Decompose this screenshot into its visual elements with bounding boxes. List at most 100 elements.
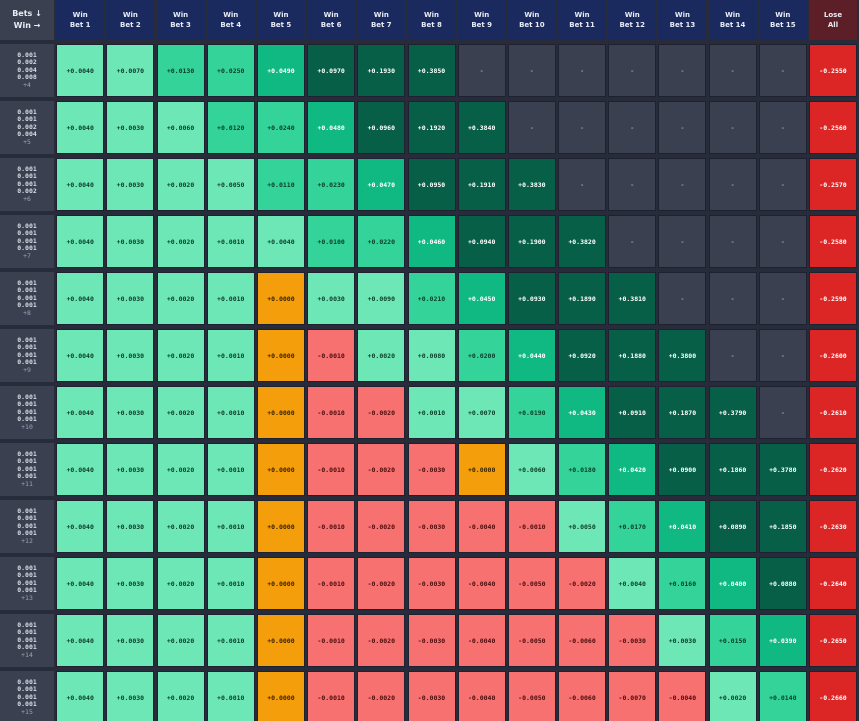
payout-cell: +0.0040 (56, 215, 105, 268)
payout-cell: +0.0020 (708, 671, 757, 721)
payout-cell: +0.1930 (357, 44, 406, 97)
payout-cell: - (558, 158, 607, 211)
column-header: Win Bet 3 (156, 0, 205, 40)
row-bet-value: 0.001 (17, 221, 37, 230)
payout-cell: +0.0480 (307, 101, 356, 154)
payout-cell: +0.0020 (357, 329, 406, 382)
row-bet-value: 0.001 (17, 343, 37, 352)
payout-cell: +0.0000 (256, 272, 305, 325)
column-header-line2: Bet 8 (421, 21, 442, 29)
payout-cell: - (758, 158, 807, 211)
payout-cell: +0.0420 (608, 443, 657, 496)
payout-cell: -0.0060 (558, 614, 607, 667)
payout-cell: +0.0020 (156, 329, 205, 382)
payout-cell: +0.0430 (558, 386, 607, 439)
payout-cell: - (658, 158, 707, 211)
column-header-line1: Win (574, 11, 590, 19)
column-header-line1: Lose (823, 11, 843, 19)
payout-cell: -0.0030 (407, 671, 456, 721)
row-bet-value: 0.008 (17, 73, 37, 82)
row-bet-value: 0.001 (17, 50, 37, 59)
column-header: Win Bet 8 (407, 0, 456, 40)
payout-cell: +0.0130 (156, 44, 205, 97)
column-header-line1: Win (674, 11, 690, 19)
column-header-line1: Win (524, 11, 540, 19)
payout-cell: +0.0010 (206, 215, 255, 268)
payout-cell: -0.0040 (658, 671, 707, 721)
row-label: 0.001 0.001 0.002 0.004 +5 (0, 101, 54, 154)
payout-cell: -0.0050 (507, 671, 556, 721)
row-bet-value: 0.001 (17, 278, 37, 287)
payout-cell: - (507, 101, 556, 154)
column-header: Win Bet 12 (608, 0, 657, 40)
row-bet-value: 0.001 (17, 301, 37, 310)
column-header: Win Bet 7 (357, 0, 406, 40)
column-header-line1: Win (423, 11, 440, 19)
payout-cell: +0.0010 (206, 443, 255, 496)
row-bet-value: 0.001 (17, 358, 37, 367)
payout-cell: - (758, 386, 807, 439)
payout-cell: - (758, 101, 807, 154)
payout-cell: +0.0000 (256, 614, 305, 667)
column-header: Win Bet 13 (658, 0, 707, 40)
payout-cell: +0.0890 (708, 500, 757, 553)
payout-cell: - (608, 158, 657, 211)
column-header-line1: Win (624, 11, 640, 19)
column-header-line1: Win (373, 11, 389, 19)
payout-cell: -0.0050 (507, 557, 556, 610)
row-extra-count: +11 (21, 479, 33, 488)
row-label: 0.001 0.001 0.001 0.001 +7 (0, 215, 54, 268)
payout-cell: +0.0020 (156, 500, 205, 553)
payout-cell: +0.0390 (758, 614, 807, 667)
payout-cell: - (708, 44, 757, 97)
payout-cell: +0.0000 (457, 443, 506, 496)
payout-cell: +0.0210 (407, 272, 456, 325)
payout-cell: +0.0040 (56, 101, 105, 154)
payout-cell: +0.0940 (457, 215, 506, 268)
payout-cell: +0.0030 (106, 500, 155, 553)
corner-bets-label: Bets ↓ (12, 9, 42, 18)
corner-win-label: Win → (13, 21, 41, 30)
payout-cell: - (608, 44, 657, 97)
column-header: Win Bet 15 (758, 0, 807, 40)
payout-cell: +0.0040 (608, 557, 657, 610)
column-header-line2: Bet 4 (220, 21, 242, 29)
payout-cell: - (758, 329, 807, 382)
payout-cell: +0.0150 (708, 614, 757, 667)
payout-cell: +0.0010 (206, 272, 255, 325)
lose-all-cell: -0.2630 (809, 500, 857, 553)
row-extra-count: +8 (23, 308, 31, 317)
payout-cell: -0.0010 (307, 443, 356, 496)
row-bet-value: 0.004 (17, 130, 37, 139)
row-bet-value: 0.001 (17, 628, 37, 637)
payout-cell: +0.0040 (56, 272, 105, 325)
payout-cell: +0.0000 (256, 671, 305, 721)
payout-cell: +0.0410 (658, 500, 707, 553)
row-label: 0.001 0.001 0.001 0.001 +9 (0, 329, 54, 382)
payout-cell: +0.0000 (256, 557, 305, 610)
column-header-line2: Bet 1 (69, 21, 91, 29)
payout-cell: +0.0470 (357, 158, 406, 211)
payout-cell: -0.0040 (457, 500, 506, 553)
payout-cell: +0.1850 (758, 500, 807, 553)
payout-cell: +0.0030 (106, 215, 155, 268)
column-header-line1: Win (474, 11, 490, 19)
payout-cell: -0.0010 (307, 671, 356, 721)
payout-cell: +0.0100 (307, 215, 356, 268)
row-label: 0.001 0.001 0.001 0.001 +13 (0, 557, 54, 610)
payout-cell: - (708, 101, 757, 154)
payout-cell: -0.0010 (307, 557, 356, 610)
lose-all-cell: -0.2550 (809, 44, 857, 97)
payout-cell: +0.0180 (558, 443, 607, 496)
row-bet-value: 0.001 (17, 107, 37, 116)
row-bet-value: 0.002 (17, 187, 37, 196)
payout-cell: +0.0030 (307, 272, 356, 325)
row-bet-value: 0.001 (17, 164, 37, 173)
column-header-line1: Win (72, 11, 88, 19)
payout-cell: -0.0030 (407, 557, 456, 610)
payout-cell: -0.0020 (357, 557, 406, 610)
column-header: Win Bet 6 (307, 0, 356, 40)
payout-cell: +0.0230 (307, 158, 356, 211)
column-header: Win Bet 2 (106, 0, 155, 40)
column-header-line1: Win (323, 11, 339, 19)
